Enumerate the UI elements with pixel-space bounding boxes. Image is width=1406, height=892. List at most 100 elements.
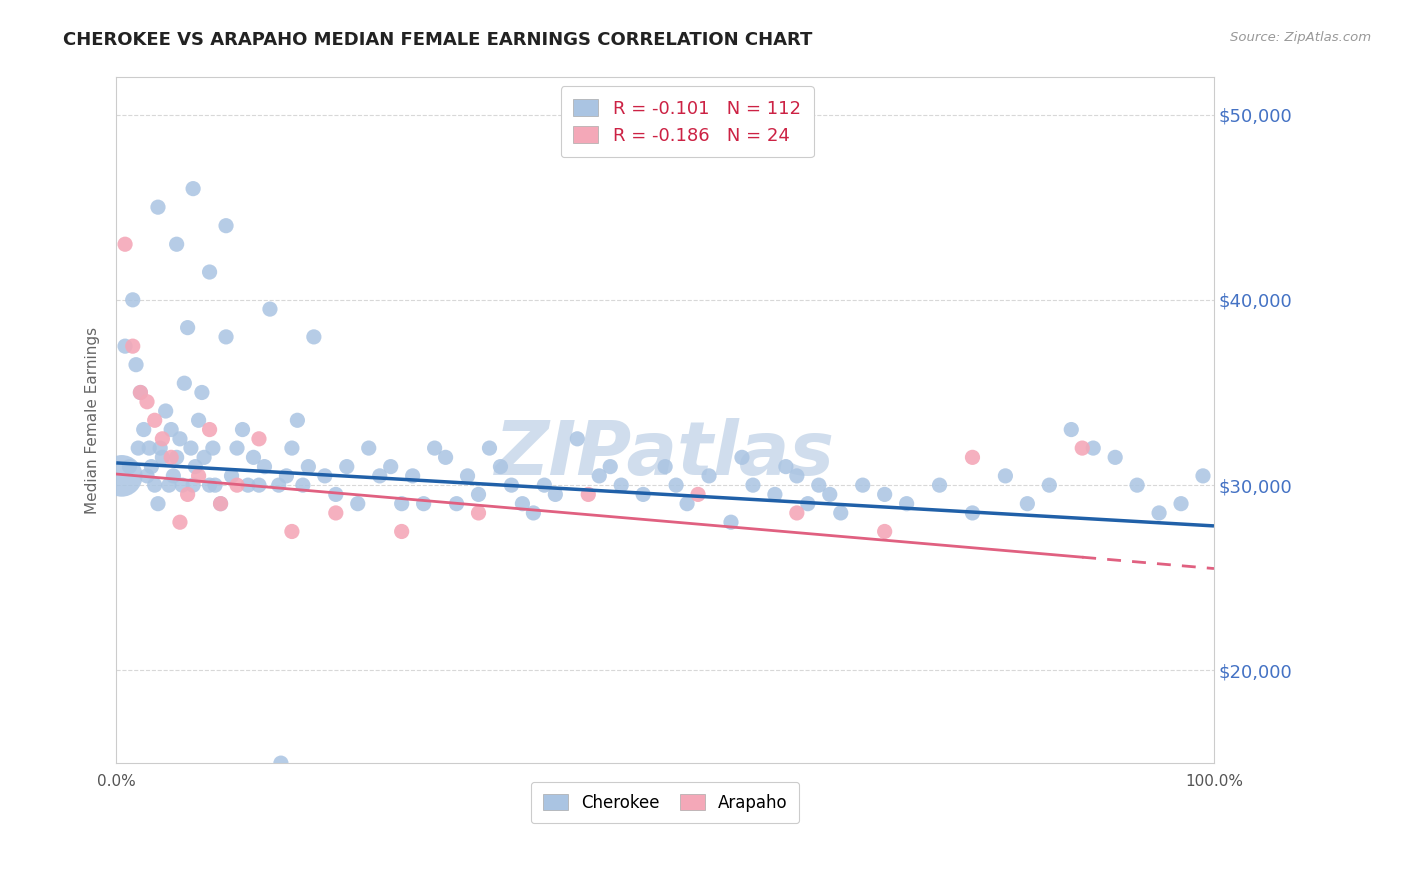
- Point: [346, 497, 368, 511]
- Point: [720, 515, 742, 529]
- Point: [457, 468, 479, 483]
- Point: [187, 468, 209, 483]
- Point: [236, 478, 259, 492]
- Point: [380, 459, 402, 474]
- Point: [654, 459, 676, 474]
- Point: [114, 237, 136, 252]
- Point: [775, 459, 797, 474]
- Point: [270, 756, 292, 771]
- Point: [391, 497, 413, 511]
- Point: [132, 423, 155, 437]
- Point: [807, 478, 830, 492]
- Point: [150, 432, 173, 446]
- Point: [166, 450, 188, 465]
- Point: [686, 487, 709, 501]
- Point: [423, 441, 446, 455]
- Point: [149, 441, 172, 455]
- Point: [146, 497, 169, 511]
- Point: [155, 404, 177, 418]
- Point: [676, 497, 699, 511]
- Point: [818, 487, 841, 501]
- Point: [763, 487, 786, 501]
- Point: [201, 441, 224, 455]
- Point: [180, 441, 202, 455]
- Point: [522, 506, 544, 520]
- Point: [786, 468, 808, 483]
- Point: [1126, 478, 1149, 492]
- Point: [187, 413, 209, 427]
- Point: [401, 468, 423, 483]
- Point: [544, 487, 567, 501]
- Point: [325, 506, 347, 520]
- Point: [501, 478, 523, 492]
- Point: [209, 497, 232, 511]
- Point: [731, 450, 754, 465]
- Point: [852, 478, 875, 492]
- Point: [1083, 441, 1105, 455]
- Point: [797, 497, 820, 511]
- Y-axis label: Median Female Earnings: Median Female Earnings: [86, 326, 100, 514]
- Point: [215, 330, 238, 344]
- Point: [567, 432, 589, 446]
- Point: [127, 441, 149, 455]
- Point: [1071, 441, 1094, 455]
- Point: [830, 506, 852, 520]
- Point: [962, 450, 984, 465]
- Point: [169, 515, 191, 529]
- Point: [576, 487, 599, 501]
- Point: [193, 450, 215, 465]
- Point: [1104, 450, 1126, 465]
- Point: [665, 478, 688, 492]
- Point: [198, 265, 221, 279]
- Point: [169, 432, 191, 446]
- Point: [467, 506, 489, 520]
- Point: [160, 423, 183, 437]
- Point: [1017, 497, 1039, 511]
- Point: [267, 478, 290, 492]
- Point: [247, 432, 270, 446]
- Point: [896, 497, 918, 511]
- Point: [994, 468, 1017, 483]
- Point: [253, 459, 276, 474]
- Point: [1147, 506, 1170, 520]
- Point: [157, 478, 180, 492]
- Point: [588, 468, 610, 483]
- Point: [1192, 468, 1215, 483]
- Point: [873, 524, 896, 539]
- Point: [368, 468, 391, 483]
- Point: [1060, 423, 1083, 437]
- Point: [176, 320, 198, 334]
- Point: [204, 478, 226, 492]
- Point: [512, 497, 534, 511]
- Point: [138, 441, 160, 455]
- Point: [181, 181, 204, 195]
- Point: [129, 385, 152, 400]
- Point: [446, 497, 468, 511]
- Point: [1038, 478, 1060, 492]
- Point: [121, 339, 143, 353]
- Point: [610, 478, 633, 492]
- Point: [325, 487, 347, 501]
- Point: [478, 441, 501, 455]
- Point: [247, 478, 270, 492]
- Point: [276, 468, 298, 483]
- Point: [231, 423, 253, 437]
- Legend: Cherokee, Arapaho: Cherokee, Arapaho: [531, 782, 799, 823]
- Point: [631, 487, 654, 501]
- Point: [336, 459, 359, 474]
- Point: [928, 478, 950, 492]
- Point: [114, 339, 136, 353]
- Point: [143, 413, 166, 427]
- Point: [176, 487, 198, 501]
- Point: [129, 385, 152, 400]
- Point: [209, 497, 232, 511]
- Point: [184, 459, 207, 474]
- Point: [136, 394, 159, 409]
- Point: [697, 468, 720, 483]
- Point: [150, 450, 173, 465]
- Point: [162, 468, 184, 483]
- Point: [962, 506, 984, 520]
- Point: [146, 200, 169, 214]
- Point: [412, 497, 434, 511]
- Point: [125, 358, 148, 372]
